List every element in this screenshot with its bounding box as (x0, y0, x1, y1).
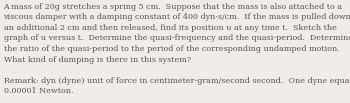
Text: What kind of damping is there in this system?: What kind of damping is there in this sy… (4, 56, 191, 64)
Text: graph of u versus t.  Determine the quasi-frequency and the quasi-period.  Deter: graph of u versus t. Determine the quasi… (4, 34, 350, 42)
Text: Remark: dyn (dyne) unit of force in centimeter-gram/second second.  One dyne equ: Remark: dyn (dyne) unit of force in cent… (4, 77, 350, 85)
Text: the ratio of the quasi-period to the period of the corresponding undamped motion: the ratio of the quasi-period to the per… (4, 45, 339, 53)
Text: an additional 2 cm and then released, find its position u at any time t.  Sketch: an additional 2 cm and then released, fi… (4, 24, 336, 32)
Text: viscous damper with a damping constant of 400 dyn·s/cm.  If the mass is pulled d: viscous damper with a damping constant o… (4, 13, 350, 21)
Text: 0.00001 Newton.: 0.00001 Newton. (4, 87, 73, 95)
Text: A mass of 20g stretches a spring 5 cm.  Suppose that the mass is also attached t: A mass of 20g stretches a spring 5 cm. S… (4, 3, 343, 11)
